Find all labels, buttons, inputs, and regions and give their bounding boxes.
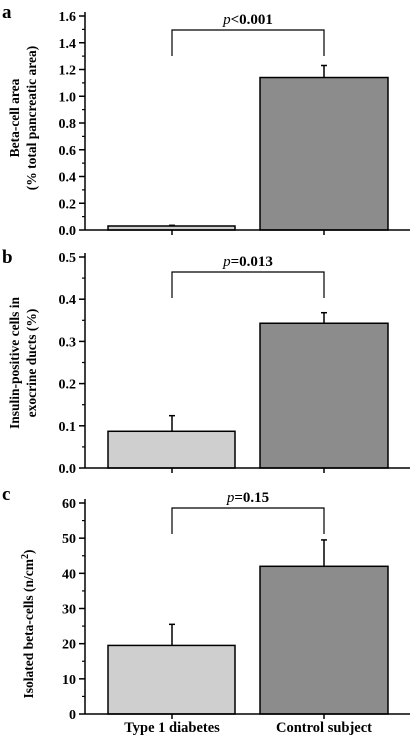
y-tick-label: 0.5 — [59, 251, 77, 266]
ylabel-a-line1: Beta-cell area — [7, 78, 22, 157]
plot-area-b: 0.0 0.1 0.2 0.3 0.4 0.5 p=0.013 — [59, 251, 410, 477]
p-value: =0.013 — [231, 254, 273, 270]
y-tick-label: 0.1 — [59, 420, 77, 435]
bar-control-subject — [259, 322, 389, 469]
significance-bracket — [171, 271, 325, 298]
y-tick-label: 1.4 — [59, 37, 77, 52]
significance-bracket — [171, 29, 325, 56]
y-tick-label: 0.0 — [59, 462, 77, 477]
panel-c: c Isolated beta-cells (n/cm2) 0 10 20 30 40 5… — [2, 484, 410, 723]
panel-label-b: b — [2, 247, 13, 268]
p-value: <0.001 — [231, 12, 273, 28]
panel-label-a: a — [2, 2, 12, 23]
y-tick-label: 0 — [69, 708, 76, 723]
y-tick-label: 0.2 — [59, 378, 77, 393]
y-tick-label: 40 — [62, 567, 76, 582]
y-tick-label: 0.0 — [59, 224, 77, 239]
y-tick-label: 20 — [62, 638, 76, 653]
y-tick-label: 60 — [62, 497, 76, 512]
y-tick-label: 10 — [62, 673, 76, 688]
y-tick-label: 0.2 — [59, 197, 77, 212]
y-tick-label: 0.8 — [59, 117, 77, 132]
bar-type1-diabetes — [107, 430, 236, 469]
p-symbol: p — [222, 254, 231, 270]
significance-bracket — [171, 507, 325, 534]
plot-area-c: 0 10 20 30 40 50 60 p=0.15 — [62, 490, 410, 723]
plot-area-a: 0.0 0.2 0.4 0.6 0.8 1.0 1.2 1.4 1.6 p<0.001 — [59, 10, 410, 239]
p-symbol: p — [226, 490, 235, 506]
y-tick-label: 0.6 — [59, 144, 77, 159]
y-tick-label: 0.4 — [59, 171, 77, 186]
p-value: =0.15 — [234, 490, 269, 506]
panel-a: a Beta-cell area (% total pancreatic are… — [2, 2, 410, 239]
panel-label-c: c — [2, 484, 10, 505]
y-tick-label: 0.4 — [59, 293, 77, 308]
y-tick-label: 1.2 — [59, 64, 77, 79]
panel-b-ylabel: Insulin-positive cells in exocrine ducts… — [7, 296, 39, 429]
ylabel-b-line2: exocrine ducts (%) — [24, 309, 39, 418]
ylabel-a-line2: (% total pancreatic area) — [24, 46, 39, 191]
p-value-label: p<0.001 — [222, 12, 273, 28]
ylabel-b-line1: Insulin-positive cells in — [7, 296, 22, 429]
ylabel-c-close: ) — [21, 550, 36, 555]
bar-type1-diabetes — [107, 644, 236, 715]
bar-control-subject — [259, 565, 389, 715]
x-category-control-subject: Control subject — [276, 720, 372, 736]
ylabel-c: Isolated beta-cells (n/cm2) — [20, 550, 36, 699]
y-tick-label: 0.3 — [59, 335, 77, 350]
x-category-type1-diabetes: Type 1 diabetes — [124, 720, 220, 736]
y-tick-label: 1.0 — [59, 90, 77, 105]
ylabel-c-main: Isolated beta-cells (n/cm — [21, 558, 36, 698]
y-tick-label: 50 — [62, 532, 76, 547]
panel-a-ylabel: Beta-cell area (% total pancreatic area) — [7, 46, 39, 191]
bar-control-subject — [259, 76, 389, 231]
panel-b: b Insulin-positive cells in exocrine duc… — [2, 247, 410, 477]
y-tick-label: 1.6 — [59, 10, 77, 25]
p-symbol: p — [222, 12, 231, 28]
p-value-label: p=0.15 — [226, 490, 269, 506]
p-value-label: p=0.013 — [222, 254, 273, 270]
ylabel-c-superscript: 2 — [20, 554, 31, 559]
y-tick-label: 30 — [62, 603, 76, 618]
